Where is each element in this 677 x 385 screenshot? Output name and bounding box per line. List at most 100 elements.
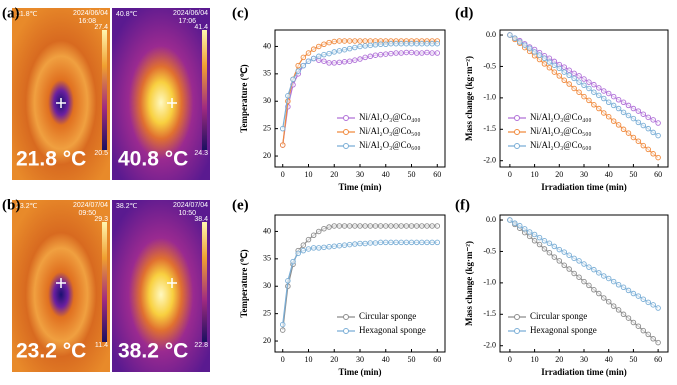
- data-point: [610, 278, 617, 285]
- data-point: [388, 239, 394, 246]
- data-point: [596, 270, 602, 276]
- data-point: [408, 223, 415, 229]
- y-tick-label: -2.0: [483, 156, 496, 165]
- data-point: [610, 118, 617, 124]
- spot-temp: 38.2℃: [116, 203, 138, 210]
- data-point: [576, 89, 582, 95]
- data-point: [305, 58, 312, 64]
- data-point: [551, 243, 558, 250]
- data-point: [336, 223, 343, 229]
- data-point: [357, 38, 363, 44]
- time: 10:50: [178, 210, 196, 217]
- data-point: [635, 138, 642, 144]
- scale-min: 20.5: [94, 150, 108, 157]
- data-point: [352, 38, 358, 44]
- legend-marker: [514, 143, 520, 149]
- x-tick-label: 20: [555, 355, 563, 364]
- x-tick-label: 60: [654, 170, 662, 179]
- y-tick-label: 30: [263, 281, 271, 290]
- reading: 38.2 °C: [118, 340, 188, 363]
- data-point: [305, 236, 312, 243]
- y-tick-label: 0.0: [486, 215, 496, 224]
- data-point: [571, 85, 577, 92]
- data-point: [655, 339, 661, 346]
- y-tick-label: 30: [263, 96, 271, 105]
- data-point: [586, 282, 592, 289]
- data-point: [630, 134, 637, 141]
- data-point: [352, 223, 358, 229]
- data-point: [326, 244, 332, 250]
- data-point: [398, 40, 404, 47]
- data-point: [403, 40, 410, 47]
- data-point: [321, 58, 327, 64]
- data-point: [346, 223, 353, 229]
- data-point: [434, 239, 441, 246]
- data-point: [640, 142, 647, 149]
- data-point: [601, 110, 607, 116]
- legend-marker: [343, 115, 349, 121]
- data-point: [326, 60, 332, 66]
- x-tick-label: 0: [508, 355, 512, 364]
- legend-marker: [343, 328, 349, 334]
- data-point: [541, 61, 548, 67]
- data-point: [591, 89, 597, 95]
- data-point: [620, 126, 627, 133]
- data-point: [596, 290, 602, 297]
- data-point: [546, 64, 553, 71]
- data-point: [630, 115, 637, 122]
- legend-label: Ni/Al₂O₃@Co₅₀₀: [359, 126, 420, 136]
- data-point: [424, 239, 430, 246]
- data-point: [586, 97, 592, 104]
- data-point: [625, 315, 632, 321]
- x-tick-label: 20: [330, 170, 338, 179]
- panel-label: (a): [2, 5, 20, 21]
- data-point: [383, 223, 389, 229]
- x-tick-label: 40: [382, 355, 390, 364]
- data-point: [316, 53, 322, 60]
- data-point: [285, 278, 291, 284]
- data-point: [650, 302, 656, 308]
- data-point: [581, 93, 587, 100]
- data-point: [581, 261, 587, 267]
- data-point: [645, 146, 651, 153]
- y-tick-label: -1.5: [483, 124, 496, 133]
- data-point: [331, 38, 337, 45]
- legend-marker: [343, 129, 349, 135]
- x-tick-label: 50: [629, 170, 637, 179]
- data-point: [362, 38, 368, 44]
- data-point: [429, 50, 435, 56]
- data-point: [586, 264, 592, 270]
- data-point: [635, 293, 642, 299]
- x-tick-label: 60: [654, 355, 662, 364]
- data-point: [610, 303, 617, 309]
- data-point: [566, 252, 572, 258]
- data-point: [326, 50, 332, 57]
- data-point: [526, 229, 533, 235]
- panel-label: (b): [2, 197, 20, 213]
- data-point: [424, 49, 430, 56]
- data-point: [536, 234, 543, 241]
- x-tick-label: 30: [356, 355, 364, 364]
- data-point: [336, 48, 343, 54]
- data-point: [591, 266, 597, 273]
- data-point: [615, 97, 622, 103]
- legend-label: Circular sponge: [359, 311, 416, 321]
- x-axis-label: Time (min): [338, 367, 381, 377]
- legend-label: Ni/Al₂O₃@Co₄₀₀: [359, 112, 420, 122]
- color-scale: [102, 30, 107, 150]
- x-tick-label: 50: [408, 170, 416, 179]
- data-point: [645, 114, 651, 121]
- legend-marker: [514, 115, 520, 121]
- data-point: [413, 223, 420, 229]
- data-point: [331, 49, 337, 55]
- data-point: [601, 88, 607, 94]
- data-point: [576, 79, 582, 85]
- data-point: [424, 40, 430, 47]
- legend-marker: [343, 314, 349, 320]
- reading: 21.8 °C: [16, 148, 86, 171]
- scale-min: 11.4: [95, 342, 108, 349]
- scale-min: 22.8: [194, 342, 208, 349]
- data-point: [571, 70, 577, 77]
- data-point: [398, 223, 404, 229]
- data-point: [377, 41, 384, 47]
